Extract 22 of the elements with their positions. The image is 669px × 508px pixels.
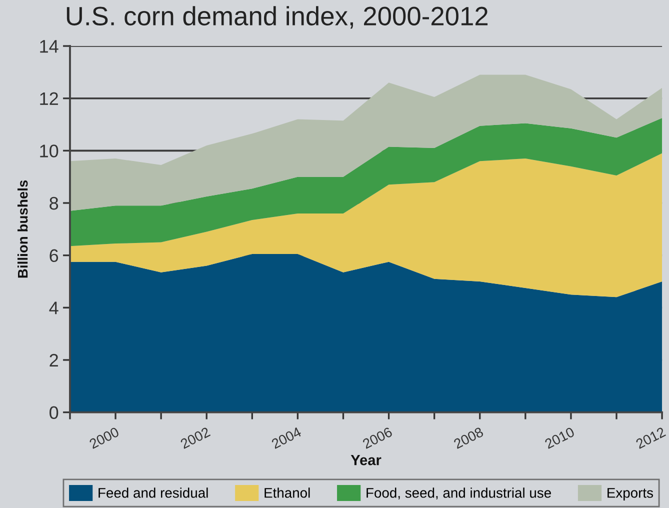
y-tick-label: 4 [49,302,58,314]
y-tick-label: 12 [40,92,58,105]
y-tick-label: 2 [50,354,58,367]
x-tick-label: 2000 [88,426,120,449]
legend-label: Feed and residual [98,488,208,498]
y-tick-label: 0 [50,406,58,420]
legend-label: Ethanol [264,488,310,498]
y-axis-title: Billion bushels [18,180,28,278]
x-tick-label: 2008 [453,426,484,449]
x-axis-title: Year [350,455,382,466]
y-tick-label: 6 [50,249,58,262]
chart-title: U.S. corn demand index, 2000-2012 [66,6,488,29]
x-tick-label: 2012 [635,426,666,449]
y-tick-label: 14 [40,40,58,53]
x-tick-label: 2010 [544,426,576,449]
legend-label: Exports [608,488,653,501]
y-tick-label: 8 [50,196,58,210]
y-tick-label: 10 [40,144,58,158]
x-tick-label: 2006 [362,426,393,449]
x-tick-label: 2004 [270,426,302,449]
legend-label: Food, seed, and industrial use [366,488,551,500]
x-tick-label: 2002 [180,426,211,449]
